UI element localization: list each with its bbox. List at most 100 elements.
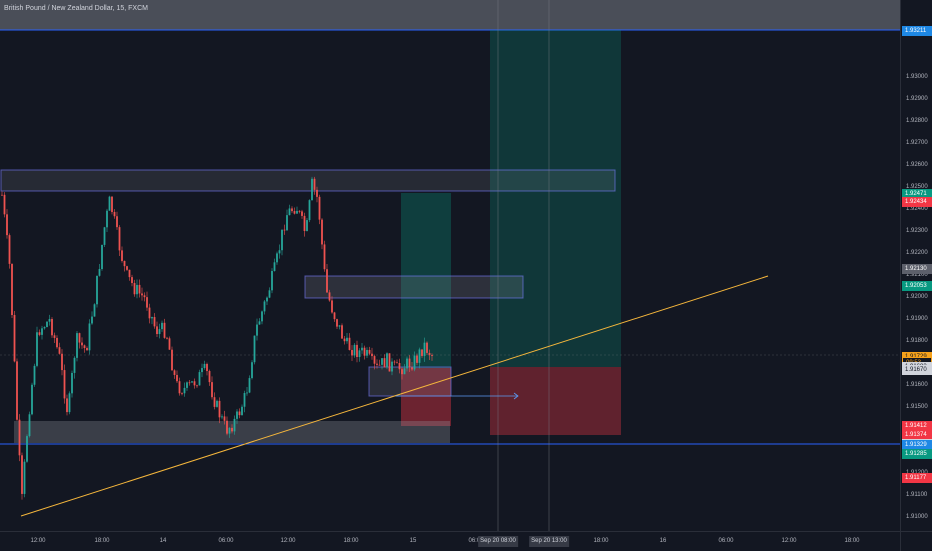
candle-body: [251, 362, 253, 379]
candle-body: [246, 392, 248, 394]
candle-body: [58, 347, 61, 354]
candle-body: [213, 397, 216, 407]
candle-body: [343, 338, 346, 342]
candle-body: [423, 342, 426, 356]
candle-body: [426, 342, 428, 353]
long-position-tool-small[interactable]: [401, 193, 451, 426]
candle-body: [403, 368, 406, 375]
axis-corner: [900, 531, 932, 551]
candle-body: [308, 200, 311, 221]
candle-body: [233, 418, 236, 432]
candle-body: [321, 219, 323, 245]
time-label: 18:00: [844, 538, 860, 544]
candle-body: [201, 368, 203, 373]
candlestick-chart[interactable]: [0, 0, 900, 531]
candle-body: [393, 361, 396, 363]
candle-body: [83, 345, 86, 349]
long-stop-zone-large[interactable]: [490, 367, 621, 435]
projection-arrow[interactable]: [396, 392, 519, 400]
candle-body: [153, 317, 156, 327]
candle-body: [138, 284, 141, 294]
candle-body: [96, 275, 98, 305]
candle-body: [273, 262, 276, 272]
candle-body: [143, 295, 146, 298]
price-label: 1.92700: [906, 140, 928, 147]
candle-body: [218, 400, 221, 418]
candle-body: [338, 325, 341, 327]
candle-body: [171, 349, 173, 371]
price-label: 1.92400: [906, 206, 928, 213]
supply-zone-mid[interactable]: [304, 275, 524, 299]
long-position-tool-large[interactable]: [490, 30, 621, 435]
chart-pane[interactable]: British Pound / New Zealand Dollar, 15, …: [0, 0, 900, 531]
price-axis[interactable]: 1.93000 1.92900 1.92800 1.92700 1.92600 1.925…: [900, 0, 932, 531]
candle-body: [333, 312, 336, 320]
candle-body: [286, 215, 288, 231]
candle-body: [278, 250, 281, 254]
candle-body: [336, 319, 338, 327]
price-label: 1.91100: [906, 492, 928, 499]
candle-body: [288, 208, 291, 216]
candle-body: [196, 385, 198, 387]
candle-body: [416, 355, 418, 363]
candle-body: [366, 349, 368, 356]
long-target-zone-large[interactable]: [490, 30, 621, 367]
candle-body: [408, 358, 411, 368]
candle-body: [208, 371, 211, 383]
candle-body: [276, 253, 278, 263]
candle-body: [356, 344, 358, 357]
candle-body: [21, 455, 23, 494]
candle-body: [381, 358, 383, 365]
candle-body: [88, 323, 91, 351]
candle-body: [281, 229, 283, 251]
candle-body: [128, 269, 131, 278]
supply-zone-top[interactable]: [0, 169, 616, 192]
candle-body: [326, 269, 328, 293]
long-stop-zone-small[interactable]: [401, 368, 451, 426]
candle-body: [311, 178, 313, 201]
candle-body: [91, 316, 93, 324]
trendline[interactable]: [20, 275, 769, 517]
candle-body: [63, 370, 66, 399]
candle-body: [121, 250, 123, 261]
candle-body: [141, 293, 143, 296]
candle-body: [68, 393, 71, 413]
candle-body: [198, 372, 201, 386]
price-tag: 1.93211: [902, 26, 932, 37]
candle-body: [161, 322, 163, 330]
price-tag: 1.91729: [902, 351, 932, 362]
price-label: 1.91800: [906, 338, 928, 345]
price-tag: 1.92053: [902, 280, 932, 291]
price-label: 1.92200: [906, 250, 928, 257]
candle-body: [248, 378, 251, 393]
price-tag: 1.91412: [902, 421, 932, 432]
time-label: 18:00: [94, 538, 110, 544]
candle-body: [146, 297, 148, 308]
price-tag: 1.92434: [902, 196, 932, 207]
chart-symbol-title[interactable]: British Pound / New Zealand Dollar, 15, …: [4, 5, 148, 12]
candle-body: [306, 220, 308, 232]
time-axis[interactable]: 12:00 18:00 14 06:00 12:00 18:00 15 06:00 12:00 1…: [0, 531, 900, 551]
candle-body: [418, 349, 421, 363]
candle-body: [363, 347, 366, 356]
price-tag: 1.91670: [902, 364, 932, 375]
top-banner-zone[interactable]: [0, 0, 900, 30]
candle-body: [328, 292, 331, 301]
candle-body: [33, 365, 36, 385]
candle-body: [238, 411, 241, 416]
candle-body: [46, 321, 48, 328]
candle-body: [1, 194, 3, 196]
candle-body: [181, 393, 183, 395]
long-target-zone-small[interactable]: [401, 193, 451, 368]
candle-body: [191, 381, 193, 383]
candle-body: [158, 329, 161, 335]
candle-body: [3, 194, 6, 215]
time-label: 18:00: [593, 538, 609, 544]
candle-body: [228, 427, 231, 434]
candle-body: [106, 210, 108, 228]
candle-body: [373, 356, 376, 364]
candle-body: [23, 461, 26, 494]
time-label: 12:00: [280, 538, 296, 544]
candle-body: [31, 384, 33, 415]
time-label: 12:00: [781, 538, 797, 544]
